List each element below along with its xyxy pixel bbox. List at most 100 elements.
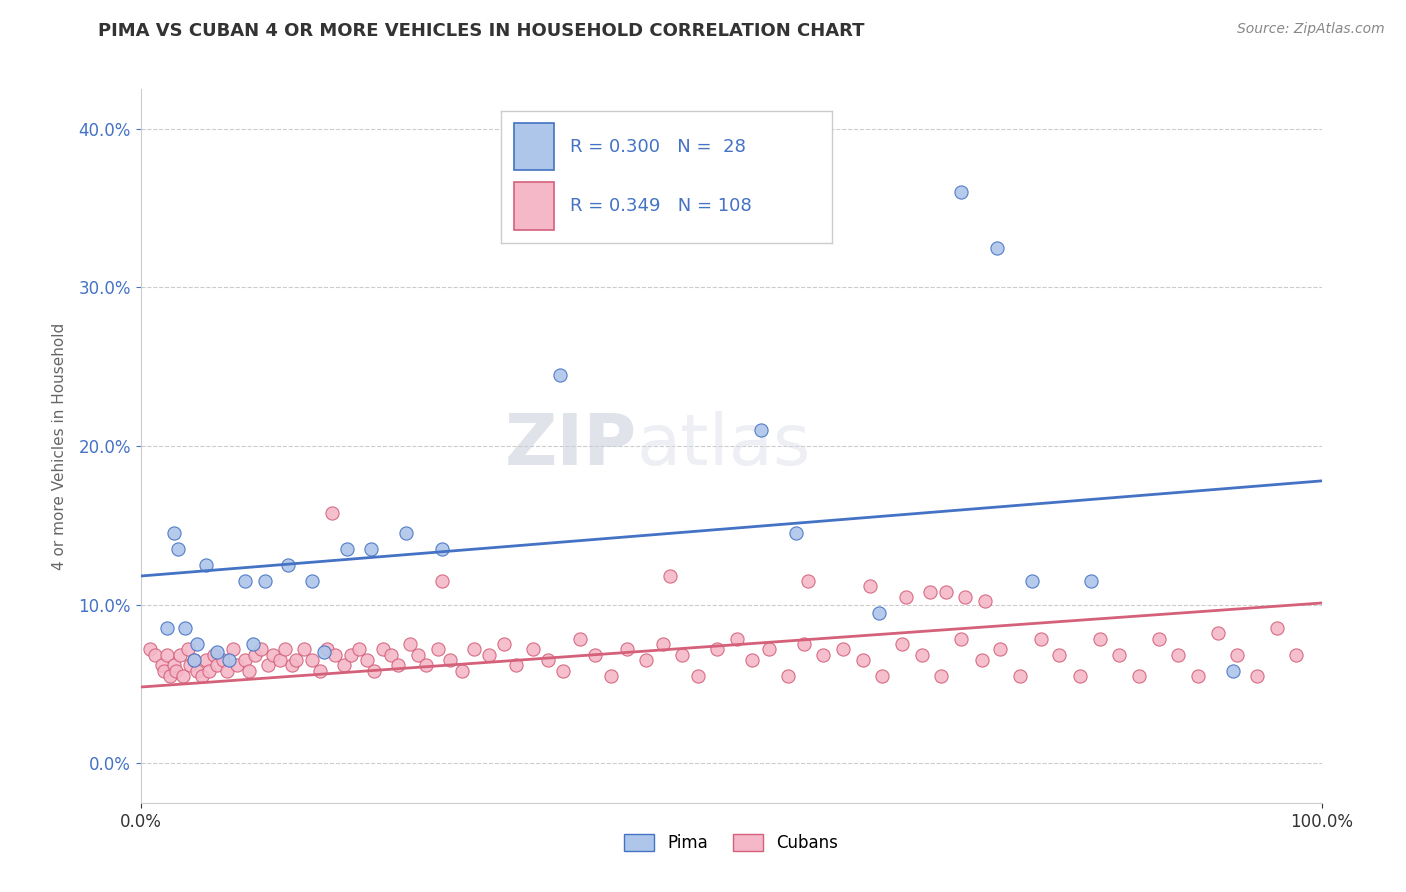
Point [813, 648, 835, 663]
Point [1128, 669, 1150, 683]
Point [198, 664, 221, 678]
Point [636, 653, 658, 667]
Point [741, 653, 763, 667]
Text: PIMA VS CUBAN 4 OR MORE VEHICLES IN HOUSEHOLD CORRELATION CHART: PIMA VS CUBAN 4 OR MORE VEHICLES IN HOUS… [98, 22, 865, 40]
Point [758, 642, 780, 657]
Point [347, 642, 370, 657]
Point [430, 542, 453, 557]
Point [415, 657, 437, 672]
Point [406, 648, 429, 663]
Point [1187, 669, 1209, 683]
Point [202, 648, 225, 663]
Point [785, 526, 807, 541]
Point [301, 653, 323, 667]
Point [1246, 669, 1268, 683]
Point [183, 653, 205, 667]
Point [150, 657, 173, 672]
Point [316, 642, 339, 657]
Text: atlas: atlas [637, 411, 811, 481]
Point [186, 664, 208, 678]
Text: Source: ZipAtlas.com: Source: ZipAtlas.com [1237, 22, 1385, 37]
Point [292, 642, 315, 657]
Point [336, 542, 359, 557]
Point [301, 574, 323, 588]
Point [616, 642, 638, 657]
Point [226, 657, 249, 672]
Point [706, 642, 728, 657]
Point [599, 669, 621, 683]
Point [363, 664, 385, 678]
Point [1010, 669, 1032, 683]
Point [832, 642, 855, 657]
Point [340, 648, 363, 663]
Point [179, 657, 201, 672]
Point [207, 645, 229, 659]
Point [1088, 632, 1111, 647]
Point [155, 621, 177, 635]
Point [725, 632, 748, 647]
Point [399, 637, 422, 651]
Point [312, 645, 335, 659]
Point [1285, 648, 1308, 663]
Point [651, 637, 673, 651]
Point [1226, 648, 1249, 663]
Point [395, 526, 418, 541]
Point [1029, 632, 1052, 647]
Point [387, 657, 409, 672]
Point [356, 653, 378, 667]
Point [568, 632, 591, 647]
Point [872, 669, 894, 683]
Point [238, 664, 260, 678]
Point [360, 542, 382, 557]
Point [931, 669, 953, 683]
Point [281, 657, 304, 672]
Point [868, 606, 890, 620]
Point [332, 657, 354, 672]
FancyBboxPatch shape [515, 123, 554, 170]
Point [911, 648, 934, 663]
Point [169, 648, 191, 663]
Point [793, 637, 815, 651]
Point [859, 578, 882, 592]
Point [371, 642, 394, 657]
Point [537, 653, 560, 667]
Point [548, 368, 571, 382]
Point [167, 542, 190, 557]
Point [155, 648, 177, 663]
Point [1108, 648, 1130, 663]
Point [243, 648, 266, 663]
Point [450, 664, 472, 678]
Point [174, 621, 197, 635]
Point [325, 648, 347, 663]
Point [153, 664, 176, 678]
Point [163, 657, 186, 672]
Point [277, 558, 299, 572]
Point [194, 653, 217, 667]
Point [1021, 574, 1043, 588]
Point [671, 648, 693, 663]
Point [1265, 621, 1288, 635]
Point [309, 664, 332, 678]
Point [797, 574, 820, 588]
Point [233, 653, 256, 667]
Point [186, 637, 208, 651]
Point [165, 664, 187, 678]
Y-axis label: 4 or more Vehicles in Household: 4 or more Vehicles in Household [52, 322, 67, 570]
Point [212, 653, 235, 667]
Point [891, 637, 914, 651]
Point [143, 648, 166, 663]
Point [1206, 626, 1229, 640]
Point [1049, 648, 1071, 663]
Point [935, 585, 957, 599]
Point [321, 506, 343, 520]
Point [749, 423, 772, 437]
Point [262, 648, 284, 663]
Point [1222, 664, 1244, 678]
Text: R = 0.349   N = 108: R = 0.349 N = 108 [571, 197, 752, 215]
Point [257, 657, 280, 672]
Point [950, 632, 973, 647]
Point [163, 526, 186, 541]
Point [583, 648, 606, 663]
Point [427, 642, 450, 657]
Point [273, 642, 295, 657]
